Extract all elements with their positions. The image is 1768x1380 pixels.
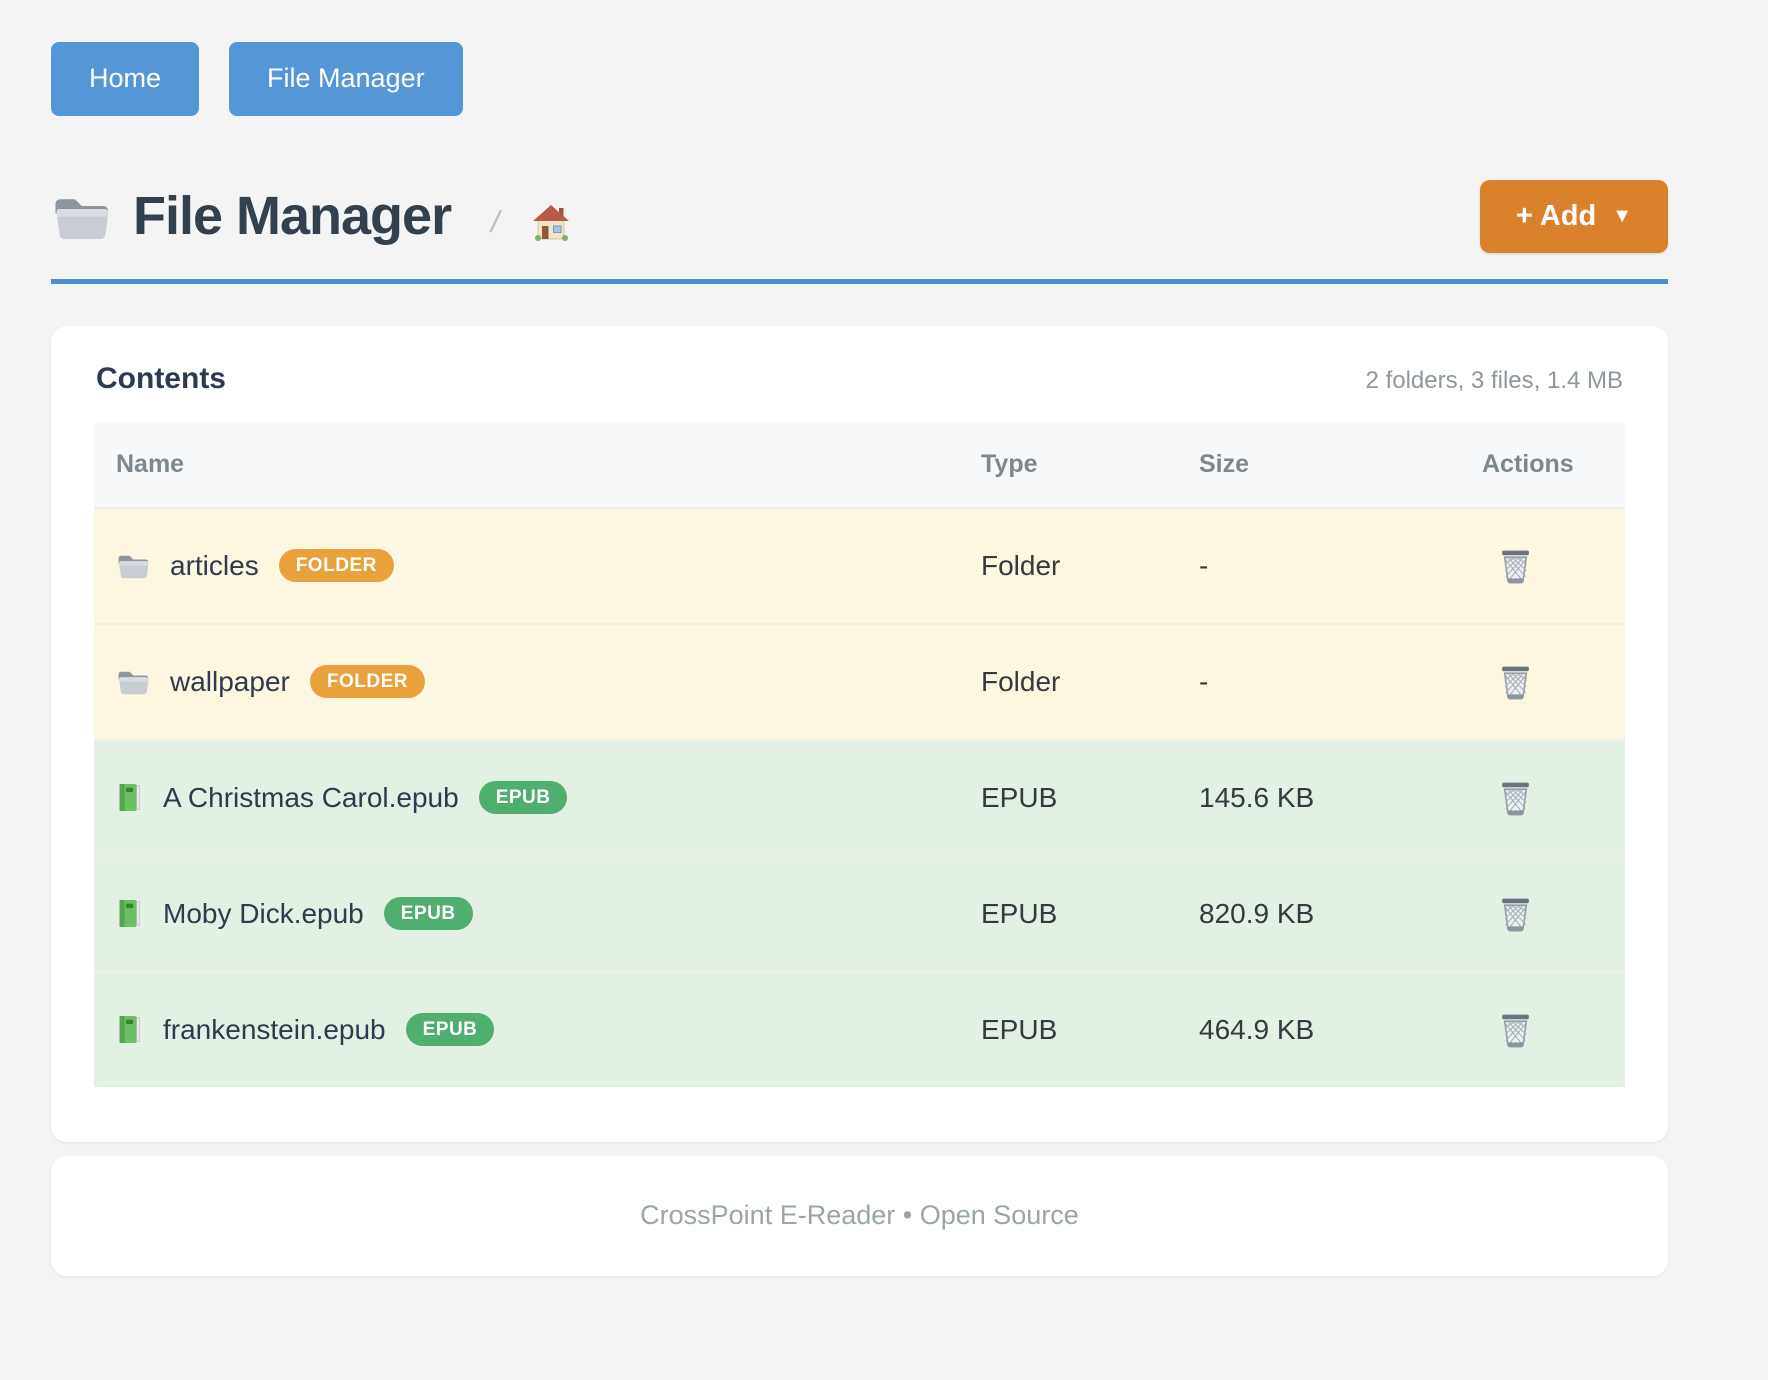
- nav-file-manager-button[interactable]: File Manager: [229, 42, 463, 116]
- table-row: A Christmas Carol.epub EPUB EPUB 145.6 K…: [94, 738, 1625, 855]
- file-name-link[interactable]: frankenstein.epub: [163, 1013, 386, 1045]
- file-name-link[interactable]: Moby Dick.epub: [163, 897, 364, 929]
- size-cell: 464.9 KB: [1199, 1013, 1315, 1045]
- nav-home-button[interactable]: Home: [51, 42, 200, 116]
- contents-card: Contents 2 folders, 3 files, 1.4 MB Name…: [51, 325, 1668, 1142]
- file-name-link[interactable]: articles: [170, 549, 259, 581]
- file-table: Name Type Size Actions articles FOLDER F…: [94, 421, 1625, 1087]
- type-cell: EPUB: [981, 1013, 1058, 1045]
- name-cell: Moby Dick.epub EPUB: [94, 861, 959, 966]
- column-header-actions: Actions: [1482, 449, 1574, 478]
- footer: CrossPoint E-Reader • Open Source: [51, 1155, 1668, 1276]
- table-row: frankenstein.epub EPUB EPUB 464.9 KB: [94, 970, 1625, 1087]
- table-row: wallpaper FOLDER Folder -: [94, 622, 1625, 739]
- trash-icon: [1498, 1012, 1533, 1049]
- file-name-link[interactable]: wallpaper: [170, 665, 290, 697]
- actions-cell: [1460, 625, 1625, 739]
- type-badge: EPUB: [478, 781, 568, 815]
- epub-book-icon: [116, 898, 143, 929]
- delete-button[interactable]: [1496, 894, 1535, 935]
- epub-book-icon: [116, 1014, 143, 1045]
- top-nav: Home File Manager: [51, 42, 1668, 116]
- table-header-row: Name Type Size Actions: [94, 421, 1625, 507]
- name-cell: frankenstein.epub EPUB: [94, 977, 959, 1082]
- name-cell: wallpaper FOLDER: [94, 629, 959, 734]
- trash-icon: [1498, 548, 1533, 585]
- trash-icon: [1498, 664, 1533, 701]
- name-cell: A Christmas Carol.epub EPUB: [94, 745, 959, 850]
- add-button[interactable]: + Add ▼: [1479, 179, 1668, 253]
- size-cell: -: [1199, 549, 1209, 581]
- folder-icon: [116, 551, 150, 580]
- delete-button[interactable]: [1496, 662, 1535, 703]
- column-header-type: Type: [981, 449, 1038, 478]
- table-body: articles FOLDER Folder - wallpaper FOLDE…: [94, 506, 1625, 1087]
- folder-icon: [51, 191, 111, 242]
- contents-summary: 2 folders, 3 files, 1.4 MB: [1365, 366, 1623, 394]
- name-cell: articles FOLDER: [94, 513, 959, 618]
- type-cell: EPUB: [981, 781, 1058, 813]
- file-name-link[interactable]: A Christmas Carol.epub: [163, 781, 459, 813]
- trash-icon: [1498, 896, 1533, 933]
- footer-text: CrossPoint E-Reader • Open Source: [640, 1200, 1079, 1231]
- actions-cell: [1460, 741, 1625, 855]
- type-cell: Folder: [981, 549, 1061, 581]
- type-badge: FOLDER: [278, 549, 394, 583]
- folder-icon: [116, 667, 150, 696]
- actions-cell: [1460, 857, 1625, 971]
- table-row: Moby Dick.epub EPUB EPUB 820.9 KB: [94, 854, 1625, 971]
- breadcrumb: File Manager /: [51, 185, 1480, 247]
- type-badge: EPUB: [383, 897, 473, 931]
- delete-button[interactable]: [1496, 778, 1535, 819]
- page-header: File Manager / + Add ▼: [51, 179, 1668, 253]
- column-header-size: Size: [1199, 449, 1250, 478]
- chevron-down-icon: ▼: [1612, 205, 1632, 228]
- page-title: File Manager: [133, 186, 452, 247]
- trash-icon: [1498, 780, 1533, 817]
- type-badge: EPUB: [405, 1013, 495, 1047]
- type-cell: EPUB: [981, 897, 1058, 929]
- actions-cell: [1460, 973, 1625, 1087]
- house-icon[interactable]: [531, 204, 571, 242]
- size-cell: 820.9 KB: [1199, 897, 1315, 929]
- file-manager-page: Home File Manager File Manager / + Add ▼…: [51, 42, 1668, 1276]
- contents-header: Contents 2 folders, 3 files, 1.4 MB: [94, 362, 1625, 396]
- add-button-label: + Add: [1515, 199, 1597, 232]
- epub-book-icon: [116, 782, 143, 813]
- size-cell: -: [1199, 665, 1209, 697]
- actions-cell: [1460, 509, 1625, 623]
- column-header-name: Name: [116, 449, 185, 478]
- type-cell: Folder: [981, 665, 1061, 697]
- table-row: articles FOLDER Folder -: [94, 506, 1625, 623]
- type-badge: FOLDER: [309, 665, 425, 699]
- accent-divider: [51, 278, 1668, 284]
- delete-button[interactable]: [1496, 1010, 1535, 1051]
- contents-title: Contents: [96, 361, 226, 395]
- delete-button[interactable]: [1496, 546, 1535, 587]
- size-cell: 145.6 KB: [1199, 781, 1315, 813]
- breadcrumb-separator: /: [487, 206, 504, 240]
